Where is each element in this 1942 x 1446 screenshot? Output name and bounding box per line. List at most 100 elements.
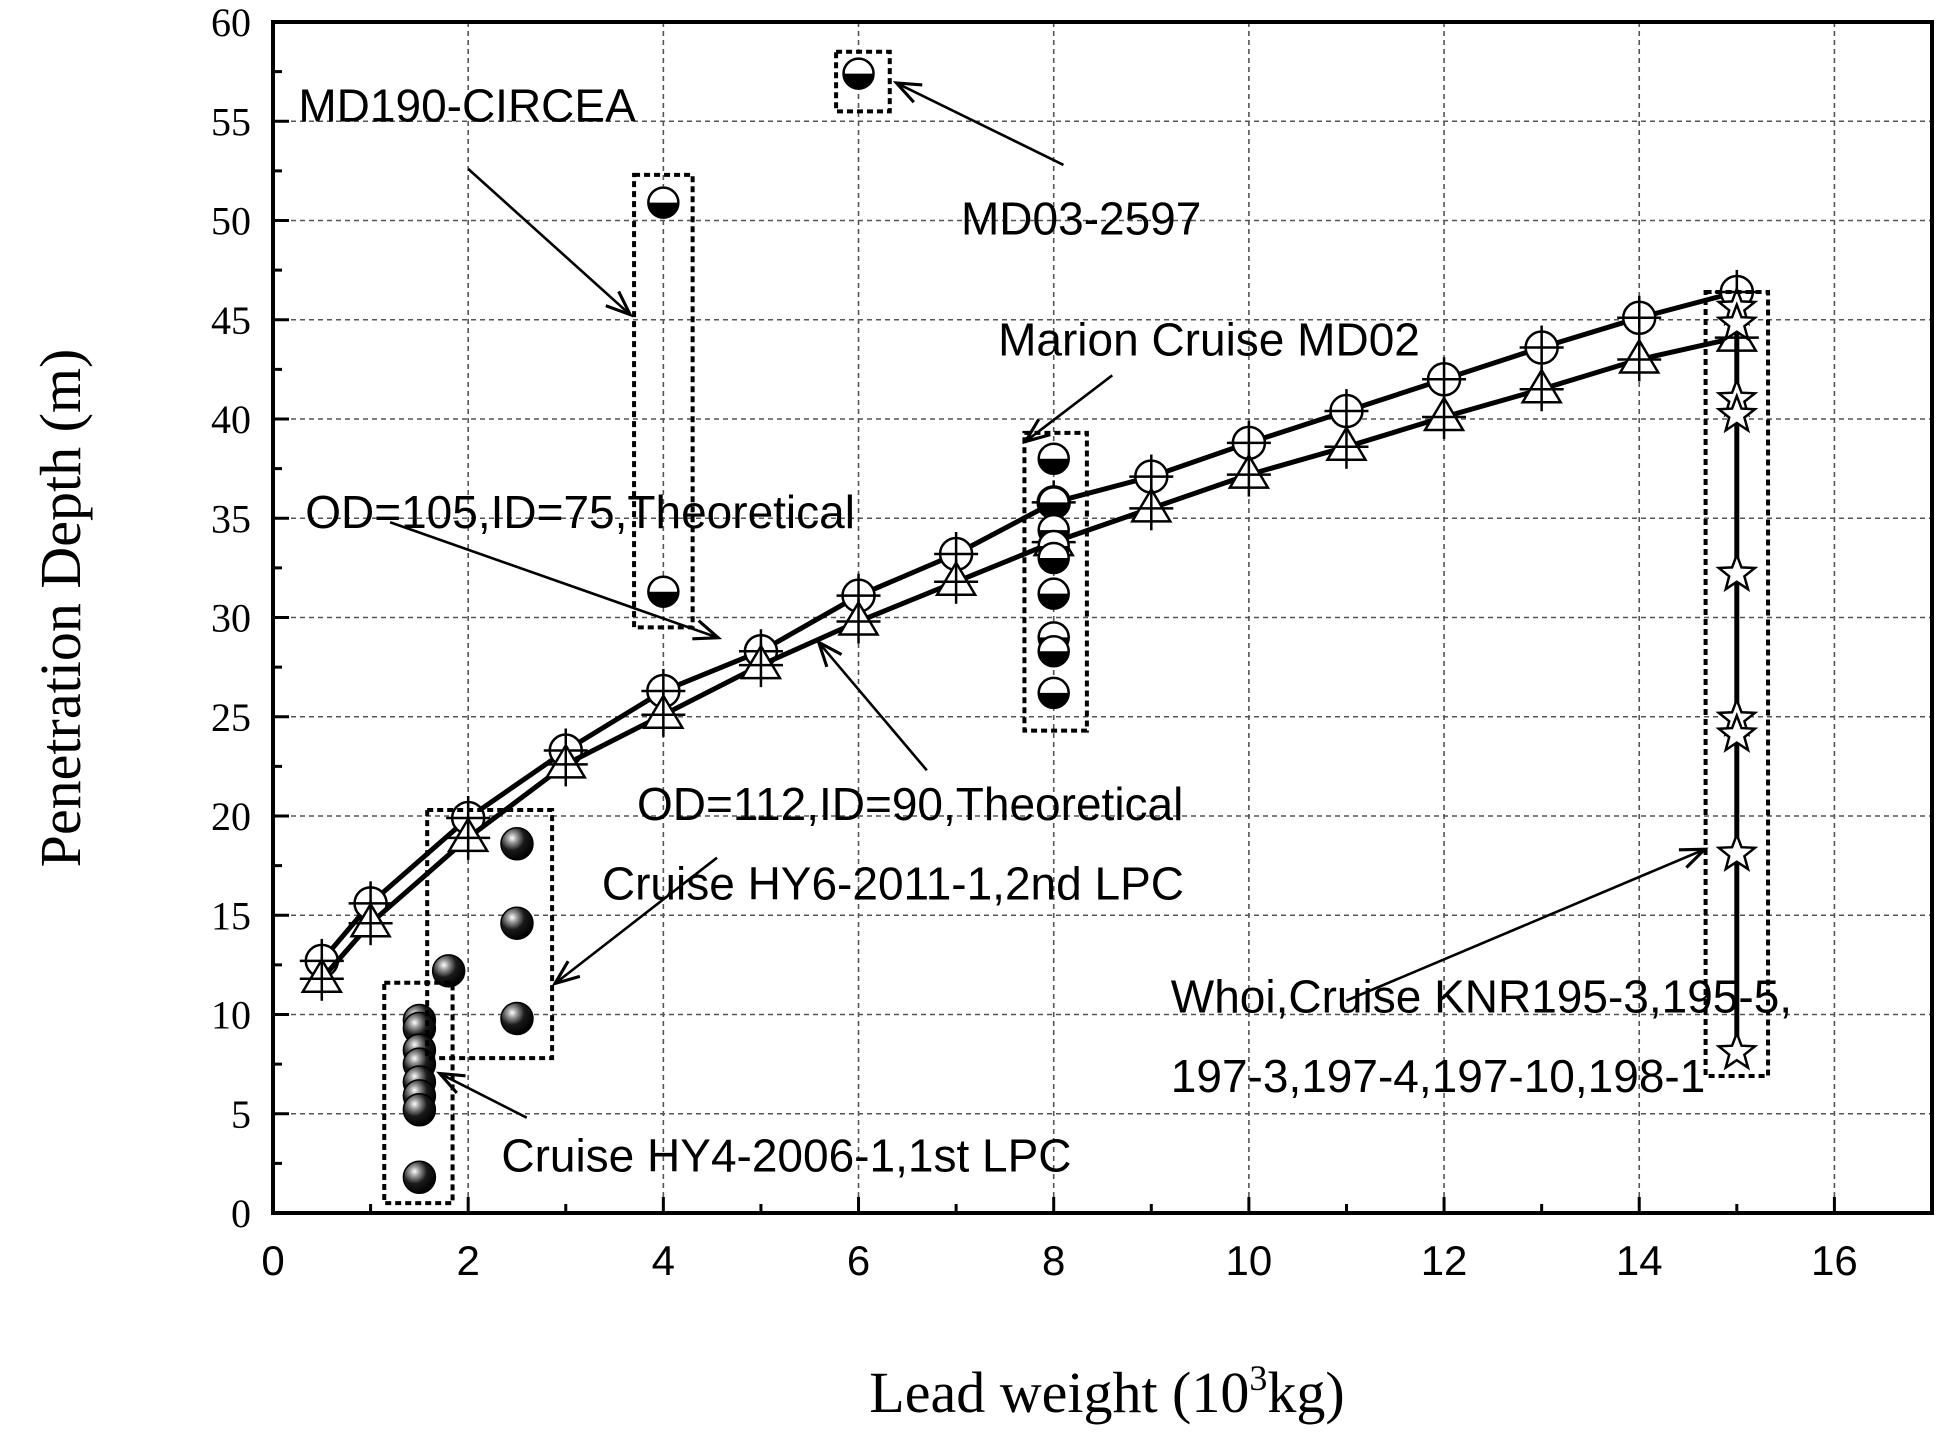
- y-tick-label: 0: [231, 1191, 251, 1236]
- triangle-plus-marker: [934, 559, 979, 604]
- group-box: [834, 49, 892, 114]
- marker-fill: [1038, 593, 1069, 609]
- star-marker: [1715, 712, 1759, 753]
- marker-star: [1715, 551, 1759, 593]
- y-tick-label: 50: [211, 199, 251, 244]
- annotation-arrow: [467, 167, 634, 318]
- annotation-label: Whoi,Cruise KNR195-3,195-5,: [1171, 971, 1792, 1023]
- annotation-label: MD03-2597: [961, 192, 1201, 244]
- marker-fill: [1038, 651, 1069, 667]
- x-tick-label: 8: [1042, 1237, 1065, 1284]
- filled-sphere-marker: [402, 1093, 437, 1127]
- y-tick-label: 25: [211, 695, 251, 740]
- group-box: [1703, 289, 1771, 1079]
- star-marker: [1715, 301, 1759, 342]
- marker-star: [1715, 712, 1759, 753]
- filled-sphere-marker: [431, 954, 466, 988]
- marker-sphere: [402, 1093, 437, 1127]
- triangle-plus-marker: [543, 742, 588, 787]
- x-tick-label: 4: [652, 1237, 675, 1284]
- triangle-plus-marker: [641, 692, 686, 737]
- group-box: [1022, 430, 1089, 733]
- half-filled-circle-marker: [1037, 676, 1070, 710]
- y-tick-label: 40: [211, 397, 251, 442]
- annotation-label: 197-3,197-4,197-10,198-1: [1171, 1050, 1706, 1102]
- marker-fill: [1038, 458, 1069, 474]
- half-filled-circle-marker: [1037, 541, 1070, 575]
- half-filled-circle-marker: [647, 186, 680, 219]
- annotation-od105: OD=105,ID=75,Theoretical: [305, 486, 855, 641]
- annotation-marion: Marion Cruise MD02: [998, 313, 1420, 445]
- triangle-plus-marker: [1519, 367, 1564, 412]
- series: [842, 57, 875, 90]
- star-marker: [1715, 831, 1759, 872]
- annotation-md03: MD03-2597: [892, 81, 1201, 244]
- x-tick-label: 16: [1811, 1237, 1858, 1284]
- triangle-plus-marker: [738, 643, 783, 688]
- annotation-arrow: [551, 856, 718, 987]
- annotation-arrow: [1345, 847, 1709, 1002]
- annotation-hy6: Cruise HY6-2011-1,2nd LPC: [551, 856, 1184, 987]
- star-marker: [1715, 551, 1759, 593]
- triangle-plus-marker: [1422, 395, 1467, 440]
- marker-sphere: [500, 906, 534, 940]
- annotation-whoi: Whoi,Cruise KNR195-3,195-5, 197-3,197-4,1…: [1171, 847, 1792, 1102]
- series-line: [319, 289, 1738, 963]
- x-tick-label: 0: [261, 1237, 284, 1284]
- annotation-od112: OD=112,ID=90,Theoretical: [637, 639, 1183, 830]
- annotation-label: OD=112,ID=90,Theoretical: [637, 778, 1183, 830]
- series: [402, 1003, 437, 1195]
- annotation-arrow: [816, 639, 928, 772]
- circle-plus-marker: [1519, 325, 1564, 370]
- marker-fill: [1038, 502, 1069, 518]
- half-filled-circle-marker: [1037, 577, 1070, 610]
- y-axis-label: Penetration Depth (m): [28, 349, 93, 868]
- y-tick-label: 60: [211, 0, 251, 45]
- y-tick-label: 30: [211, 596, 251, 641]
- series: [1715, 285, 1759, 1071]
- x-tick-label: 6: [847, 1237, 870, 1284]
- data-series: [299, 57, 1759, 1195]
- x-tick-label: 10: [1226, 1237, 1273, 1284]
- annotation-label: MD190-CIRCEA: [298, 79, 636, 131]
- triangle-plus-marker: [1324, 424, 1369, 469]
- half-filled-circle-marker: [842, 57, 875, 90]
- marker-fill: [648, 591, 679, 607]
- series-line: [319, 335, 1738, 981]
- marker-sphere: [431, 954, 466, 988]
- x-tick-label: 2: [456, 1237, 479, 1284]
- annotation-arrow: [389, 520, 723, 641]
- series: [1037, 442, 1070, 710]
- star-marker: [1715, 392, 1759, 434]
- axes: 0 2 4 6 8 10 12 14 16 0 5 10 15 20 25 30 35 40 45 50 55 60: [211, 0, 1934, 1284]
- triangle-plus-marker: [299, 956, 344, 1001]
- annotation-arrow: [892, 81, 1065, 167]
- triangle-plus-marker: [836, 599, 881, 644]
- series: [431, 827, 534, 1036]
- filled-sphere-marker: [500, 1001, 534, 1036]
- marker-sphere: [500, 1001, 534, 1036]
- triangle-plus-marker: [1226, 452, 1271, 497]
- annotation-hy4: Cruise HY4-2006-1,1st LPC: [436, 1071, 1072, 1181]
- marker-fill: [1038, 557, 1069, 573]
- marker-fill: [648, 202, 679, 218]
- group-boxes: [382, 49, 1771, 1206]
- x-tick-label: 12: [1421, 1237, 1468, 1284]
- y-tick-label: 45: [211, 298, 251, 343]
- group-box: [425, 808, 555, 1061]
- y-tick-label: 20: [211, 794, 251, 839]
- marker-fill: [1038, 692, 1069, 708]
- series: [299, 315, 1759, 1001]
- y-tick-label: 35: [211, 496, 251, 541]
- circle-plus-marker: [1617, 295, 1662, 340]
- annotation-label: Cruise HY6-2011-1,2nd LPC: [602, 857, 1184, 909]
- half-filled-circle-marker: [647, 575, 680, 608]
- annotation-label: Marion Cruise MD02: [998, 313, 1420, 365]
- annotation-label: Cruise HY4-2006-1,1st LPC: [501, 1129, 1071, 1181]
- marker-star: [1715, 392, 1759, 434]
- filled-sphere-marker: [500, 827, 534, 861]
- annotation-md190: MD190-CIRCEA: [298, 79, 636, 318]
- y-tick-label: 10: [211, 993, 251, 1038]
